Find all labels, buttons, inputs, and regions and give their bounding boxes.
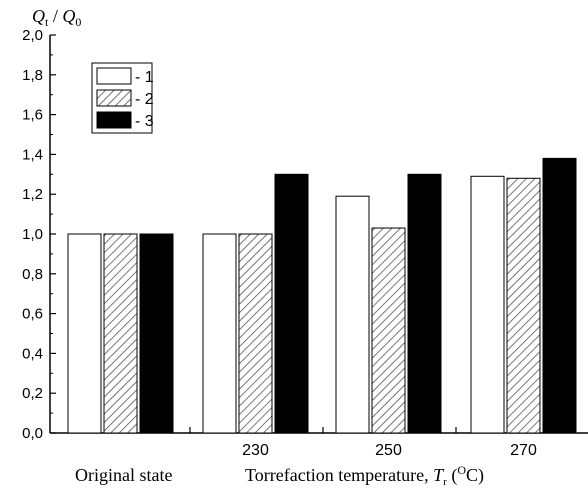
y-tick-label: 0,2: [22, 385, 43, 402]
legend-label-1: - 1: [135, 69, 154, 86]
x-ticks: 230 250 270: [189, 427, 537, 459]
y-tick-label: 1,2: [22, 186, 43, 203]
x-category-label: 270: [510, 442, 537, 459]
bar-series-2-1: [238, 233, 273, 434]
x-category-label: 230: [242, 442, 269, 459]
bar-series-1-2: [335, 195, 370, 434]
y-tick-label: 2,0: [22, 27, 43, 44]
bar-series-2-3: [506, 177, 541, 434]
bar-series-3-2: [407, 173, 442, 434]
y-tick-label: 0,8: [22, 266, 43, 283]
legend-swatch-3: [96, 111, 132, 129]
legend-label-2: - 2: [135, 91, 154, 108]
bar-series-3-1: [274, 173, 309, 434]
bars: [67, 157, 577, 434]
x-category-label: 250: [375, 442, 402, 459]
bar-series-1-0: [67, 233, 102, 434]
legend-label-3: - 3: [135, 113, 154, 130]
y-tick-label: 1,0: [22, 226, 43, 243]
y-tick-label: 1,6: [22, 107, 43, 124]
legend: - 1 - 2 - 3: [91, 62, 154, 134]
y-tick-label: 1,8: [22, 67, 43, 84]
legend-swatch-2: [96, 89, 132, 107]
y-ticks: 0,0 0,2 0,4 0,6 0,8 1,0 1,2 1,4 1,6 1,8 2,0: [22, 27, 56, 442]
bar-series-2-2: [371, 227, 406, 434]
y-axis-title: Qt / Q0: [32, 6, 81, 29]
bar-series-2-0: [103, 233, 138, 434]
bar-series-3-3: [542, 157, 577, 434]
y-tick-label: 1,4: [22, 146, 43, 163]
x-axis-title: Torrefaction temperature, Tr (OC): [245, 463, 484, 488]
legend-swatch-1: [96, 67, 132, 85]
category-label-original: Original state: [75, 465, 172, 485]
bar-series-1-3: [470, 175, 505, 434]
bar-series-3-0: [139, 233, 174, 434]
y-tick-label: 0,0: [22, 425, 43, 442]
y-tick-label: 0,4: [22, 345, 43, 362]
bar-series-1-1: [202, 233, 237, 434]
y-tick-label: 0,6: [22, 306, 43, 323]
